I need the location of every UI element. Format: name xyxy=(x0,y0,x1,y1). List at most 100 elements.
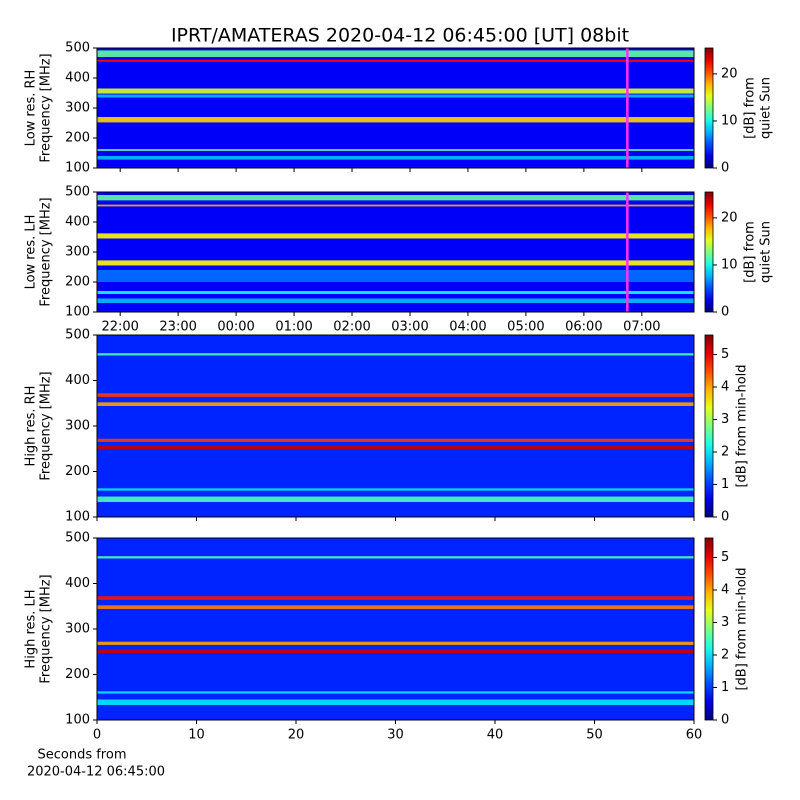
heatmap-band xyxy=(97,438,694,442)
y-axis-label: Frequency [MHz] xyxy=(39,197,54,306)
heatmap-band xyxy=(97,156,694,160)
colorbar-tick-label: 3 xyxy=(721,412,729,427)
y-tick-label: 500 xyxy=(65,531,90,546)
y-axis-label: Low res. RH xyxy=(24,70,39,147)
heatmap-band xyxy=(97,260,694,266)
x-tick-label: 01:00 xyxy=(275,320,312,335)
y-tick-label: 500 xyxy=(65,185,90,200)
heatmap-band xyxy=(97,605,694,609)
heatmap-band xyxy=(97,496,694,502)
x-tick-label: 40 xyxy=(487,728,504,743)
colorbar xyxy=(704,334,714,518)
y-axis-label: High res. RH xyxy=(24,386,39,467)
x-tick-label: 60 xyxy=(686,728,703,743)
x-tick-label: 00:00 xyxy=(217,320,254,335)
colorbar-tick-label: 4 xyxy=(721,380,729,395)
colorbar-tick-label: 1 xyxy=(721,477,729,492)
y-tick-label: 300 xyxy=(65,419,90,434)
heatmap-band xyxy=(97,556,694,559)
y-tick-label: 300 xyxy=(65,101,90,116)
heatmap-band xyxy=(97,402,694,406)
x-tick-label: 03:00 xyxy=(391,320,428,335)
y-axis-label: Frequency [MHz] xyxy=(39,371,54,480)
heatmap-band xyxy=(97,298,694,303)
heatmap-background xyxy=(97,48,694,168)
heatmap-band xyxy=(97,488,694,491)
y-tick-label: 100 xyxy=(65,510,90,525)
y-tick-label: 100 xyxy=(65,305,90,320)
colorbar-tick-label: 0 xyxy=(721,305,729,320)
heatmap-band xyxy=(97,393,694,397)
colorbar-tick-label: 0 xyxy=(721,161,729,176)
x-tick-label: 23:00 xyxy=(159,320,196,335)
heatmap-band xyxy=(97,195,694,201)
figure-title: IPRT/AMATERAS 2020-04-12 06:45:00 [UT] 0… xyxy=(171,25,629,47)
x-tick-label: 06:00 xyxy=(565,320,602,335)
x-tick-label: 22:00 xyxy=(101,320,138,335)
y-tick-label: 300 xyxy=(65,245,90,260)
y-tick-label: 400 xyxy=(65,71,90,86)
colorbar xyxy=(704,47,714,169)
colorbar-label: quiet Sun xyxy=(759,77,774,139)
x-tick-label: 07:00 xyxy=(623,320,660,335)
colorbar-label: [dB] from xyxy=(743,221,758,283)
heatmap-band xyxy=(97,691,694,694)
heatmap-band xyxy=(97,649,694,654)
y-axis-label: Frequency [MHz] xyxy=(39,574,54,683)
colorbar xyxy=(704,537,714,721)
heatmap-background xyxy=(97,335,694,517)
x-tick-label: 10 xyxy=(188,728,205,743)
y-axis-label: Low res. LH xyxy=(24,215,39,290)
x-axis-label: Seconds from xyxy=(37,748,126,763)
y-tick-label: 500 xyxy=(65,328,90,343)
y-tick-label: 500 xyxy=(65,41,90,56)
x-tick-label: 20 xyxy=(288,728,305,743)
y-tick-label: 100 xyxy=(65,713,90,728)
colorbar-tick-label: 0 xyxy=(721,510,729,525)
heatmap-band xyxy=(97,270,694,282)
x-tick-label: 0 xyxy=(93,728,101,743)
colorbar-label: [dB] from xyxy=(743,77,758,139)
y-tick-label: 200 xyxy=(65,131,90,146)
heatmap-band xyxy=(97,699,694,705)
heatmap-band xyxy=(97,50,694,57)
heatmap-band xyxy=(97,641,694,645)
heatmap-band xyxy=(97,88,694,94)
heatmap-band xyxy=(97,353,694,356)
x-tick-label: 50 xyxy=(586,728,603,743)
x-tick-label: 30 xyxy=(387,728,404,743)
heatmap-band xyxy=(97,445,694,450)
y-tick-label: 200 xyxy=(65,275,90,290)
heatmap-band xyxy=(97,204,694,207)
heatmap-band xyxy=(97,233,694,239)
y-axis-label: Frequency [MHz] xyxy=(39,53,54,162)
y-tick-label: 200 xyxy=(65,464,90,479)
y-tick-label: 400 xyxy=(65,215,90,230)
y-axis-label: High res. LH xyxy=(24,589,39,668)
colorbar-tick-label: 10 xyxy=(721,257,738,272)
colorbar-label: quiet Sun xyxy=(759,221,774,283)
y-tick-label: 400 xyxy=(65,373,90,388)
y-tick-label: 400 xyxy=(65,576,90,591)
colorbar-tick-label: 4 xyxy=(721,583,729,598)
y-tick-label: 200 xyxy=(65,667,90,682)
colorbar-tick-label: 3 xyxy=(721,615,729,630)
x-axis-label: 2020-04-12 06:45:00 xyxy=(27,765,165,780)
colorbar-label: [dB] from min-hold xyxy=(735,567,750,690)
heatmap-band xyxy=(97,596,694,600)
x-tick-label: 04:00 xyxy=(449,320,486,335)
heatmap-background xyxy=(97,538,694,720)
y-tick-label: 100 xyxy=(65,161,90,176)
heatmap-band xyxy=(97,94,694,98)
x-tick-label: 02:00 xyxy=(333,320,370,335)
heatmap-band xyxy=(97,291,694,294)
colorbar-tick-label: 1 xyxy=(721,680,729,695)
heatmap-band xyxy=(97,59,694,62)
heatmap-band xyxy=(97,149,694,151)
colorbar-tick-label: 5 xyxy=(721,347,729,362)
colorbar-tick-label: 20 xyxy=(721,66,738,81)
colorbar-tick-label: 10 xyxy=(721,113,738,128)
colorbar-tick-label: 2 xyxy=(721,648,729,663)
x-tick-label: 05:00 xyxy=(507,320,544,335)
